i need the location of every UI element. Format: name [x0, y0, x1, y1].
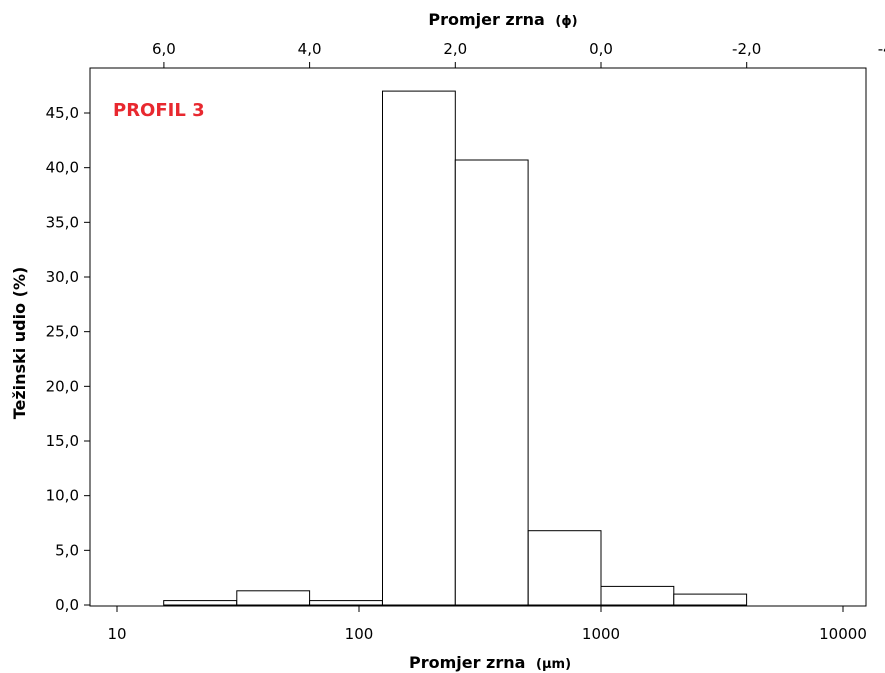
- x-tick-label-100: 100: [345, 625, 374, 643]
- x-tick-label-10000: 10000: [819, 625, 867, 643]
- histogram-bar-7: [600, 585, 675, 606]
- x2-tick-label-3: 0,0: [589, 40, 613, 58]
- y-tick-label-3: 15,0: [46, 432, 79, 450]
- y-tick-label-8: 40,0: [46, 159, 79, 177]
- x-tick-label-10: 10: [107, 625, 126, 643]
- plot-area-frame: [89, 67, 867, 607]
- x2-tick-label-4: -2,0: [732, 40, 761, 58]
- bottom-axis-title-text: Promjer zrna: [409, 653, 525, 672]
- y-tick-label-9: 45,0: [46, 104, 79, 122]
- profile-annotation: PROFIL 3: [113, 100, 205, 121]
- bottom-axis-title: Promjer zrna (µm): [409, 653, 571, 672]
- top-axis-title: Promjer zrna (ϕ): [428, 10, 577, 29]
- ticks-layer: 10 100 1000 10000 6,0 4,0 2,0 0,0 -2,0 -4,0 0,0 5,0…: [46, 40, 885, 643]
- x2-tick-label-0: 6,0: [152, 40, 176, 58]
- top-axis-title-text: Promjer zrna: [428, 10, 544, 29]
- histogram-bar-3: [309, 600, 383, 606]
- histogram-bar-6: [527, 530, 602, 606]
- x2-tick-label-2: 2,0: [443, 40, 467, 58]
- y-tick-label-5: 25,0: [46, 323, 79, 341]
- histogram-bar-8: [673, 593, 748, 606]
- y-tick-label-7: 35,0: [46, 213, 79, 231]
- histogram-bar-4: [382, 90, 456, 606]
- top-axis-unit: (ϕ): [555, 14, 577, 29]
- bars-layer: [163, 90, 748, 606]
- y-tick-label-2: 10,0: [46, 487, 79, 505]
- histogram-bar-1: [163, 600, 238, 606]
- y-tick-label-0: 0,0: [55, 596, 79, 614]
- x2-tick-label-1: 4,0: [298, 40, 322, 58]
- y-tick-label-6: 30,0: [46, 268, 79, 286]
- x2-tick-label-5: -4,0: [878, 40, 885, 58]
- y-tick-label-1: 5,0: [55, 541, 79, 559]
- x-tick-label-1000: 1000: [582, 625, 620, 643]
- bottom-axis-unit: (µm): [536, 657, 571, 672]
- histogram-bar-5: [454, 159, 529, 606]
- y-axis-title: Težinski udio (%): [10, 267, 29, 420]
- y-tick-label-4: 20,0: [46, 377, 79, 395]
- histogram-bar-2: [236, 590, 311, 606]
